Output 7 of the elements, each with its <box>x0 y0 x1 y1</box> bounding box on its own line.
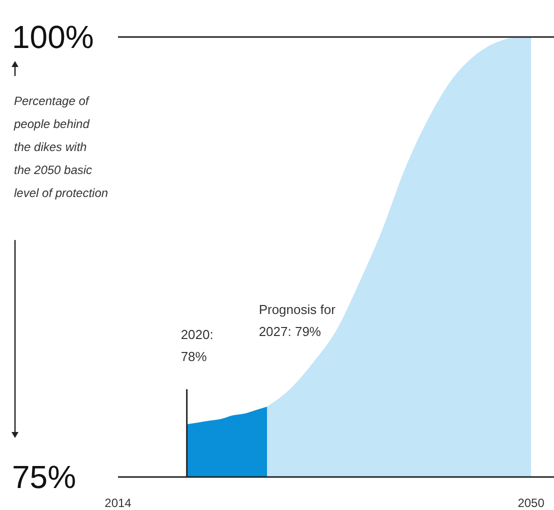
x-tick-label: 2050 <box>518 496 545 510</box>
annotation: Prognosis for 2027: 79% <box>258 302 336 340</box>
annotation: 2020: 78% <box>180 327 214 364</box>
y-tick-label: 75% <box>12 459 76 495</box>
y-axis-title: Percentage of people behind the dikes with the 2050 basic level of protection <box>13 94 108 200</box>
y-tick-label: 100% <box>12 19 94 55</box>
x-tick-label: 2014 <box>104 496 132 510</box>
